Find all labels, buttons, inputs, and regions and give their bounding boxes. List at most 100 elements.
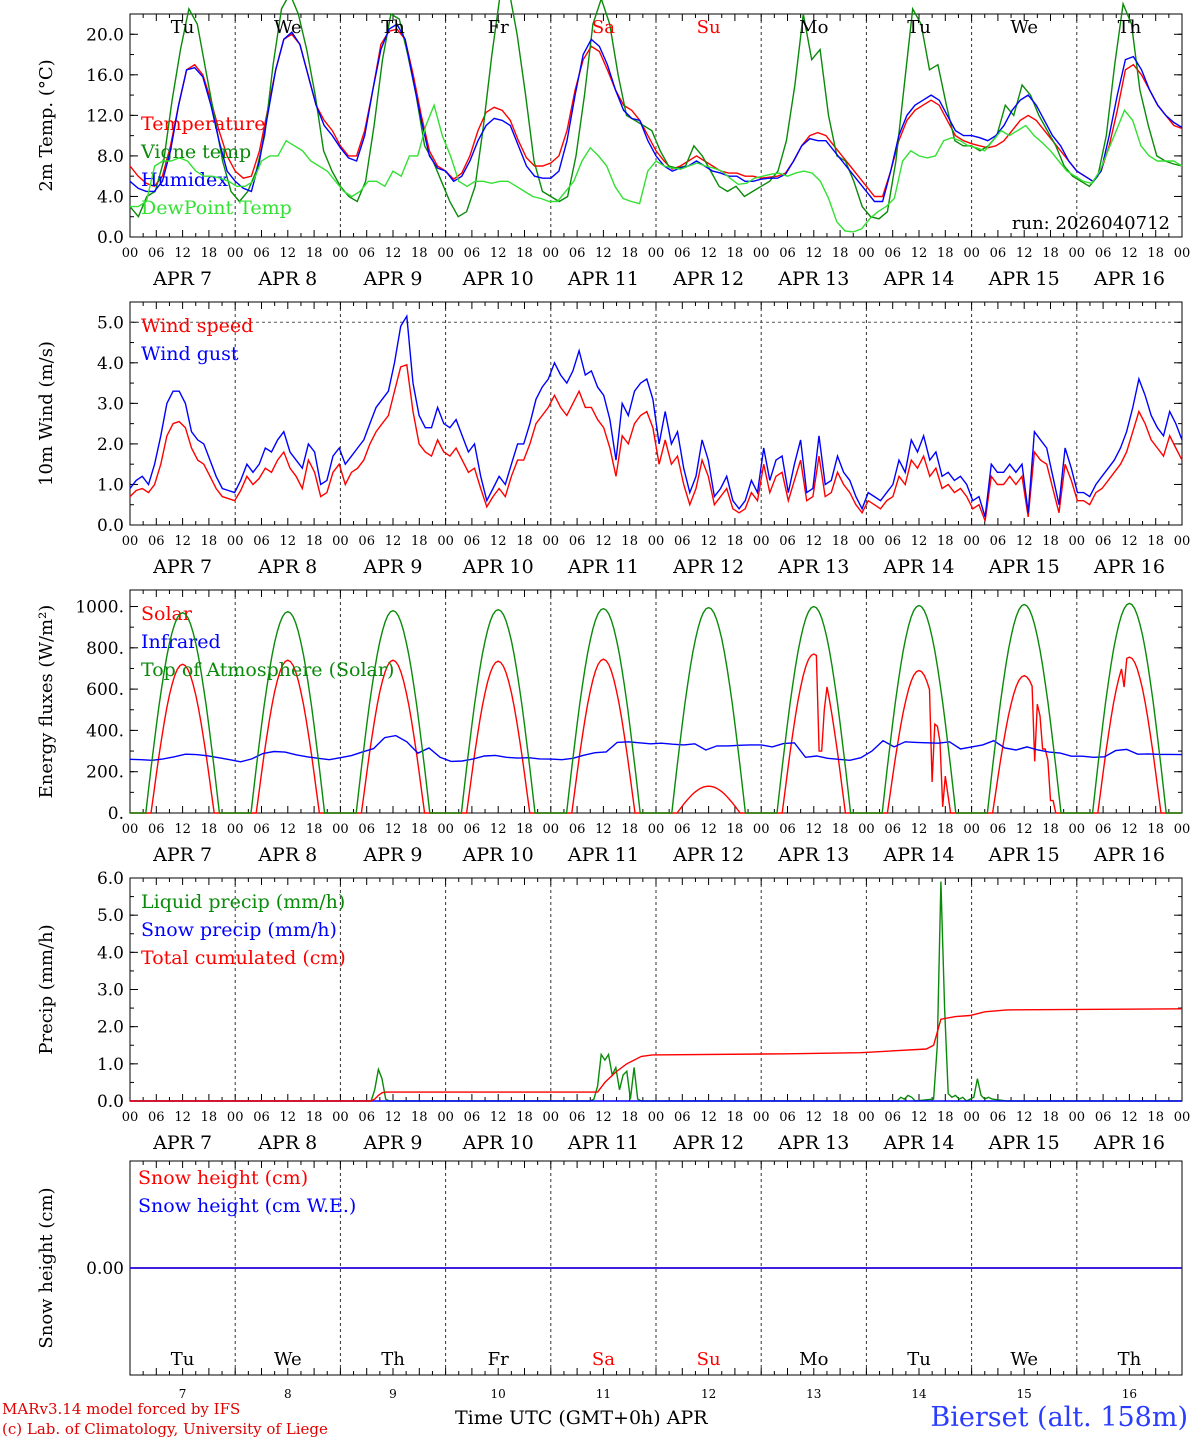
- y-tick-label: 2.0: [97, 435, 124, 455]
- y-tick-label: 1.0: [97, 1055, 124, 1075]
- hour-label: 18: [306, 822, 323, 837]
- hour-label: 12: [385, 822, 402, 837]
- hour-label: 12: [700, 246, 717, 261]
- hour-label: 00: [1069, 1110, 1086, 1125]
- hour-label: 12: [490, 534, 507, 549]
- hour-label: 12: [490, 822, 507, 837]
- date-label: APR 8: [257, 268, 317, 290]
- hour-label: 18: [201, 1110, 218, 1125]
- date-label: APR 16: [1093, 1132, 1165, 1154]
- hour-label: 06: [1095, 534, 1112, 549]
- hour-label: 18: [727, 246, 744, 261]
- hour-label: 06: [674, 822, 691, 837]
- hour-label: 06: [253, 534, 270, 549]
- hour-label: 00: [648, 246, 665, 261]
- date-label: APR 16: [1093, 556, 1165, 578]
- series-line-wind-gust: [129, 314, 1183, 518]
- hour-label: 00: [648, 1110, 665, 1125]
- hour-label: 18: [411, 822, 428, 837]
- hour-label: 18: [832, 534, 849, 549]
- hour-label: 12: [911, 822, 928, 837]
- hour-label: 06: [674, 246, 691, 261]
- hour-label: 00: [858, 1110, 875, 1125]
- hour-label: 06: [569, 246, 586, 261]
- hour-label: 12: [595, 534, 612, 549]
- day-name: Tu: [907, 17, 931, 38]
- hour-label: 18: [621, 246, 638, 261]
- hour-label: 00: [227, 1110, 244, 1125]
- y-tick-label: 400.: [86, 721, 124, 741]
- hour-label: 06: [148, 822, 165, 837]
- hour-label: 06: [1095, 246, 1112, 261]
- day-name: Fr: [488, 1349, 509, 1370]
- day-name: Su: [697, 1349, 721, 1370]
- date-label: APR 12: [672, 556, 744, 578]
- hour-label: 00: [858, 822, 875, 837]
- y-tick-label: 3.0: [97, 394, 124, 414]
- hour-label: 06: [464, 822, 481, 837]
- x-axis-title-text: Time UTC (GMT+0h): [455, 1407, 661, 1429]
- date-label: APR 16: [1093, 268, 1165, 290]
- hour-label: 12: [1016, 246, 1033, 261]
- y-tick-label: 4.0: [97, 187, 124, 207]
- hour-label: 18: [621, 822, 638, 837]
- hour-label: 06: [148, 1110, 165, 1125]
- hour-label: 18: [411, 1110, 428, 1125]
- hour-label: 00: [753, 534, 770, 549]
- hour-label: 18: [621, 1110, 638, 1125]
- legend-entry: Vigne temp: [140, 141, 251, 163]
- hour-label: 18: [937, 822, 954, 837]
- y-tick-label: 3.0: [97, 981, 124, 1001]
- day-number: 9: [389, 1387, 397, 1401]
- date-label: APR 11: [567, 556, 639, 578]
- date-label: APR 9: [363, 844, 423, 866]
- date-label: APR 7: [152, 844, 212, 866]
- hour-label: 12: [595, 246, 612, 261]
- date-label: APR 14: [882, 556, 954, 578]
- hour-label: 18: [306, 1110, 323, 1125]
- station-label: Bierset (alt. 158m): [930, 1402, 1188, 1433]
- date-label: APR 14: [882, 1132, 954, 1154]
- y-axis-label: 10m Wind (m/s): [36, 341, 57, 486]
- y-tick-label: 4.0: [97, 943, 124, 963]
- date-label: APR 9: [363, 556, 423, 578]
- hour-label: 00: [122, 1110, 139, 1125]
- hour-label: 06: [358, 534, 375, 549]
- legend-entry: Snow height (cm): [138, 1167, 308, 1189]
- hour-label: 12: [1121, 1110, 1138, 1125]
- panel-5: 0.00 Snow height (cm) Snow height (cm) Snow…: [36, 1160, 1183, 1401]
- day-number: 8: [284, 1387, 292, 1401]
- hour-label: 06: [884, 822, 901, 837]
- hour-label: 00: [753, 1110, 770, 1125]
- date-label: APR 10: [462, 844, 534, 866]
- panel-3: 0. 200. 400. 600. 800. 1000. Energy fluxes (W/…: [36, 589, 1190, 866]
- hour-label: 12: [280, 246, 297, 261]
- hour-label: 12: [174, 246, 191, 261]
- panel-4: 0.0 1.0 2.0 3.0 4.0 5.0 6.0 Precip (mm/h) Liquid…: [36, 869, 1190, 1154]
- date-label: APR 12: [672, 268, 744, 290]
- y-axis-label: Snow height (cm): [36, 1187, 57, 1348]
- y-tick-label: 0.00: [86, 1259, 124, 1279]
- date-label: APR 15: [988, 1132, 1060, 1154]
- hour-label: 12: [1016, 1110, 1033, 1125]
- hour-label: 00: [227, 246, 244, 261]
- legend-entry: Snow precip (mm/h): [141, 919, 337, 941]
- hour-label: 00: [122, 246, 139, 261]
- day-name: Th: [381, 17, 405, 38]
- day-name: Mo: [799, 1349, 828, 1370]
- hour-label: 12: [1016, 534, 1033, 549]
- hour-label: 06: [253, 1110, 270, 1125]
- hour-label: 06: [779, 246, 796, 261]
- hour-label: 18: [727, 1110, 744, 1125]
- hour-label: 06: [779, 534, 796, 549]
- series-line-humidex: [129, 23, 1183, 203]
- hour-label: 18: [1147, 1110, 1164, 1125]
- hour-label: 18: [411, 246, 428, 261]
- hour-label: 00: [437, 1110, 454, 1125]
- date-label: APR 13: [777, 1132, 849, 1154]
- hour-label: 06: [884, 246, 901, 261]
- hour-label: 00: [858, 534, 875, 549]
- legend-entry: Solar: [141, 603, 193, 625]
- y-axis-label: Precip (mm/h): [36, 924, 57, 1054]
